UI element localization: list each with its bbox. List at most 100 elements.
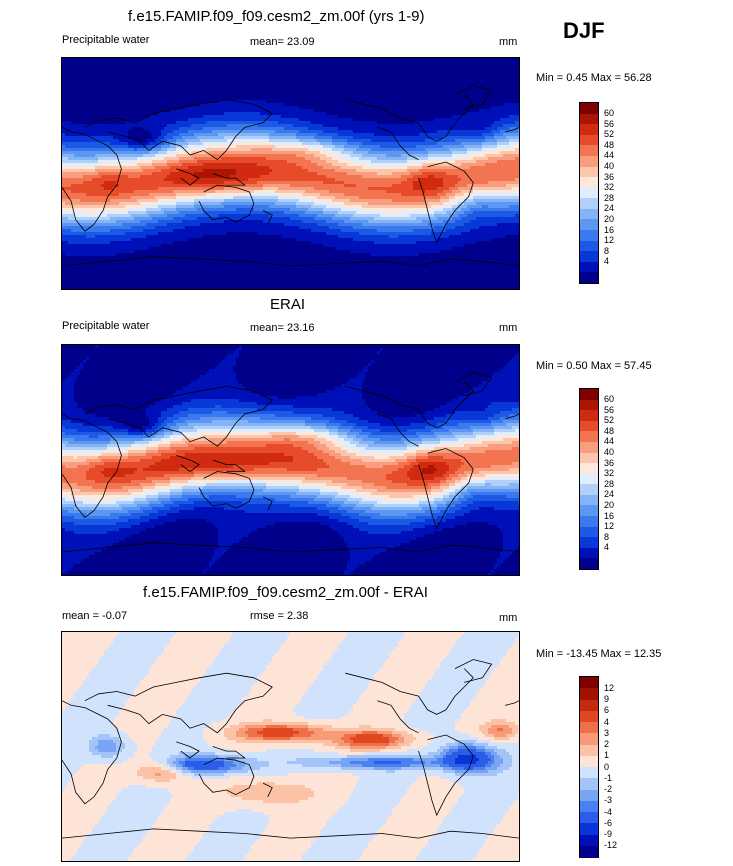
colorbar-swatch <box>580 431 598 443</box>
colorbar-tick-label: 4 <box>604 543 609 552</box>
colorbar-swatch <box>580 124 598 136</box>
colorbar-swatch <box>580 240 598 252</box>
colorbar-tick-label: 16 <box>604 511 614 521</box>
panel-mean-label: mean= 23.16 <box>250 322 315 334</box>
colorbar-tick-label: 60 <box>604 109 614 118</box>
colorbar-swatch <box>580 420 598 432</box>
colorbar-tick-label: -1 <box>604 773 612 783</box>
colorbar-tick-label: 44 <box>604 151 614 160</box>
colorbar-tick-label: 12 <box>604 522 614 531</box>
panel-title: ERAI <box>270 296 305 313</box>
colorbar-swatch <box>580 800 598 813</box>
colorbar-tick-label: 52 <box>604 416 614 425</box>
panel-left-label: Precipitable water <box>62 34 149 46</box>
colorbar-tick-label: 2 <box>604 740 609 749</box>
colorbar-swatch <box>580 812 598 824</box>
panel-mean-label: mean= 23.09 <box>250 36 315 48</box>
panel-units-label: mm <box>499 322 517 334</box>
colorbar-swatch <box>580 155 598 168</box>
panel-units-label: mm <box>499 36 517 48</box>
colorbar-tick-label: -6 <box>604 818 612 828</box>
colorbar-tick-label: -12 <box>604 841 617 850</box>
colorbar-tick-label: 12 <box>604 236 614 245</box>
colorbar-tick-label: 8 <box>604 532 609 542</box>
colorbar-tick-label: 4 <box>604 717 609 727</box>
colorbar-swatch <box>580 767 598 779</box>
colorbar-swatch <box>580 251 598 263</box>
map-plot-difference <box>61 631 520 862</box>
colorbar-tick-label: 28 <box>604 479 614 489</box>
colorbar-swatch <box>580 389 598 401</box>
panel-units-label: mm <box>499 612 517 624</box>
colorbar-swatch <box>580 733 598 745</box>
colorbar-swatch <box>580 789 598 802</box>
colorbar-tick-label: 48 <box>604 426 614 436</box>
panel-left-label: Precipitable water <box>62 320 149 332</box>
colorbar-swatch <box>580 219 598 231</box>
colorbar-swatch <box>580 710 598 723</box>
colorbar-tick-label: 56 <box>604 405 614 415</box>
colorbar-swatch <box>580 187 598 199</box>
panel-title: f.e15.FAMIP.f09_f09.cesm2_zm.00f - ERAI <box>143 584 428 601</box>
colorbar-swatch <box>580 834 598 847</box>
colorbar-swatch <box>580 177 598 189</box>
colorbar-tick-label: 56 <box>604 119 614 129</box>
colorbar-swatch <box>580 558 598 570</box>
colorbar-swatch <box>580 547 598 559</box>
colorbar-difference: 12 9 6 4 3 2 1 0 -1 -2 -3 -4 -6 -9 -12 <box>579 676 617 858</box>
colorbar-tick-label: 3 <box>604 728 609 738</box>
colorbar-swatch <box>580 677 598 689</box>
colorbar-swatch <box>580 484 598 496</box>
colorbar-swatch <box>580 113 598 125</box>
colorbar-swatch <box>580 688 598 700</box>
colorbar-tick-label: 12 <box>604 683 614 693</box>
colorbar-tick-label: 4 <box>604 257 609 266</box>
colorbar-tick-label: 9 <box>604 695 609 704</box>
colorbar-tick-label: 8 <box>604 246 609 256</box>
colorbar-swatch <box>580 441 598 454</box>
colorbar-tick-label: 60 <box>604 395 614 404</box>
colorbar-swatch <box>580 208 598 220</box>
colorbar-swatch <box>580 473 598 485</box>
map-plot-erai <box>61 344 520 576</box>
colorbar-swatch <box>580 845 598 858</box>
colorbar-swatch <box>580 722 598 734</box>
colorbar-tick-label: 16 <box>604 225 614 235</box>
field-cells <box>62 58 519 289</box>
colorbar-tick-label: 36 <box>604 458 614 468</box>
colorbar-tick-label: 24 <box>604 490 614 499</box>
colorbar-tick-label: 40 <box>604 448 614 457</box>
map-plot-model <box>61 57 520 290</box>
colorbar-tick-label: 20 <box>604 214 614 224</box>
colorbar-swatch <box>580 166 598 178</box>
colorbar-tick-label: 28 <box>604 193 614 203</box>
colorbar-erai: 60 56 52 48 44 40 36 32 28 24 20 16 12 8 4 <box>579 388 614 570</box>
colorbar-swatch <box>580 699 598 712</box>
colorbar-swatch <box>580 537 598 549</box>
colorbar-tick-label: 24 <box>604 204 614 213</box>
colorbar-swatch <box>580 755 598 768</box>
colorbar-tick-label: 32 <box>604 469 614 478</box>
colorbar-tick-label: -2 <box>604 785 612 794</box>
panel-minmax-label: Min = -13.45 Max = 12.35 <box>536 648 661 660</box>
panel-minmax-label: Min = 0.50 Max = 57.45 <box>536 360 652 372</box>
colorbar-swatch <box>580 505 598 517</box>
colorbar-tick-label: -3 <box>604 796 612 805</box>
colorbar-tick-label: 52 <box>604 130 614 139</box>
panel-mean-label: mean = -0.07 <box>62 610 127 622</box>
colorbar-swatch <box>580 823 598 835</box>
colorbar-swatch <box>580 198 598 210</box>
coastlines <box>62 85 519 267</box>
colorbar-swatch <box>580 494 598 506</box>
colorbar-swatch <box>580 463 598 475</box>
colorbar-tick-label: 1 <box>604 751 609 760</box>
colorbar-swatch <box>580 399 598 411</box>
colorbar-tick-label: 40 <box>604 162 614 171</box>
panel-title: f.e15.FAMIP.f09_f09.cesm2_zm.00f (yrs 1-… <box>128 8 425 25</box>
colorbar-tick-label: 44 <box>604 437 614 446</box>
panel-minmax-label: Min = 0.45 Max = 56.28 <box>536 72 652 84</box>
colorbar-tick-label: 48 <box>604 140 614 150</box>
colorbar-tick-label: 20 <box>604 500 614 510</box>
colorbar-tick-label: 32 <box>604 183 614 192</box>
colorbar-swatch <box>580 526 598 538</box>
